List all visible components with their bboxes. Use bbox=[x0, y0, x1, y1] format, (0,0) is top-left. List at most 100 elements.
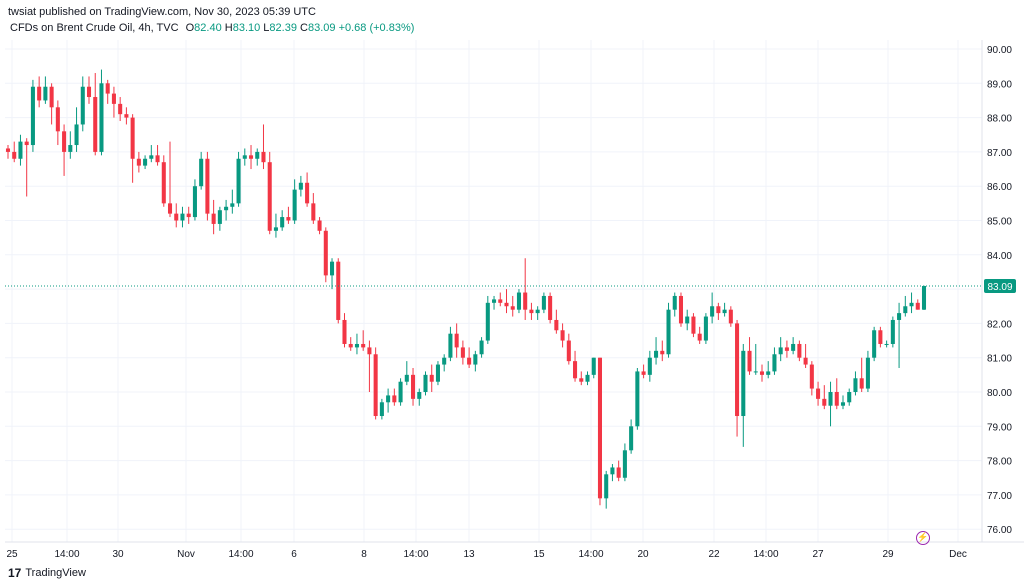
candle-body bbox=[255, 151, 260, 159]
candle-body bbox=[149, 155, 154, 159]
candle-body bbox=[685, 316, 690, 324]
candle-body bbox=[610, 467, 615, 475]
candle-body bbox=[722, 309, 727, 314]
candle-body bbox=[155, 155, 160, 163]
candle-body bbox=[803, 357, 808, 365]
candle-body bbox=[604, 474, 609, 499]
candle-body bbox=[192, 186, 197, 218]
candle-body bbox=[847, 392, 852, 403]
candle-body bbox=[560, 330, 565, 341]
x-tick-label: Dec bbox=[949, 549, 967, 560]
candle-body bbox=[840, 402, 846, 406]
candle-body bbox=[822, 398, 827, 406]
symbol-title[interactable]: CFDs on Brent Crude Oil, 4h, TVC bbox=[10, 22, 179, 34]
candle-body bbox=[43, 86, 48, 101]
candle-body bbox=[68, 145, 73, 152]
candle-body bbox=[49, 86, 54, 108]
candle-body bbox=[317, 220, 322, 231]
candle-body bbox=[616, 467, 621, 478]
x-tick-label: 13 bbox=[463, 549, 475, 560]
candle-body bbox=[323, 230, 328, 276]
candle-body bbox=[485, 302, 490, 341]
y-tick-label: 88.00 bbox=[987, 114, 1012, 125]
candle-body bbox=[367, 347, 372, 355]
open-value: 82.40 bbox=[194, 22, 222, 34]
close-value: 83.09 bbox=[307, 22, 336, 34]
candle-body bbox=[143, 158, 148, 166]
candle-body bbox=[878, 330, 883, 344]
candle-body bbox=[354, 343, 359, 348]
candle-body bbox=[635, 371, 640, 427]
candle-body bbox=[180, 213, 185, 221]
x-tick-label: 14:00 bbox=[753, 549, 778, 560]
candle-body bbox=[890, 319, 895, 344]
candle-body bbox=[373, 354, 378, 417]
candle-body bbox=[448, 333, 453, 358]
candle-body bbox=[622, 450, 627, 478]
candle-body bbox=[784, 347, 789, 351]
candle-body bbox=[224, 206, 229, 211]
candle-body bbox=[292, 189, 297, 221]
candle-body bbox=[529, 309, 534, 314]
candle-body bbox=[379, 402, 384, 417]
candle-body bbox=[654, 350, 659, 358]
y-tick-label: 90.00 bbox=[987, 45, 1012, 56]
candle-body bbox=[816, 388, 821, 399]
candle-body bbox=[516, 292, 521, 310]
y-tick-label: 81.00 bbox=[987, 354, 1012, 365]
candle-body bbox=[585, 374, 590, 382]
candle-body bbox=[161, 162, 166, 204]
candle-body bbox=[37, 86, 42, 101]
publisher-note: twsiat published on TradingView.com, Nov… bbox=[8, 6, 316, 18]
candle-body bbox=[429, 374, 434, 382]
last-price-badge bbox=[984, 279, 1016, 294]
candle-body bbox=[872, 330, 877, 358]
candle-body bbox=[105, 83, 110, 94]
candle-body bbox=[398, 381, 403, 403]
candle-body bbox=[80, 86, 85, 125]
y-tick-label: 84.00 bbox=[987, 251, 1012, 262]
candle-body bbox=[597, 357, 602, 499]
candle-body bbox=[205, 158, 210, 214]
candle-body bbox=[548, 295, 553, 320]
candle-body bbox=[828, 392, 833, 406]
candle-body bbox=[579, 378, 584, 382]
candle-body bbox=[404, 374, 409, 382]
chart-legend: CFDs on Brent Crude Oil, 4h, TVC O82.40 … bbox=[10, 22, 414, 34]
y-tick-label: 89.00 bbox=[987, 79, 1012, 90]
candle-body bbox=[348, 343, 353, 348]
candle-body bbox=[660, 350, 665, 355]
candle-body bbox=[423, 374, 428, 392]
x-tick-label: 14:00 bbox=[578, 549, 603, 560]
candle-body bbox=[728, 309, 733, 324]
candle-body bbox=[865, 357, 870, 389]
y-tick-label: 76.00 bbox=[987, 525, 1012, 536]
candle-body bbox=[853, 378, 858, 392]
candle-body bbox=[629, 426, 634, 451]
candle-body bbox=[697, 333, 702, 341]
candle-body bbox=[118, 103, 123, 115]
candle-body bbox=[710, 306, 715, 317]
candle-body bbox=[111, 93, 116, 104]
y-tick-label: 86.00 bbox=[987, 182, 1012, 193]
x-tick-label: 8 bbox=[361, 549, 367, 560]
candle-body bbox=[541, 295, 546, 310]
x-tick-label: 27 bbox=[812, 549, 824, 560]
lightning-icon[interactable]: ⚡ bbox=[916, 531, 930, 545]
x-tick-label: 14:00 bbox=[228, 549, 253, 560]
candle-body bbox=[778, 347, 783, 355]
candle-body bbox=[591, 357, 596, 375]
candle-body bbox=[641, 371, 646, 375]
candle-body bbox=[510, 306, 515, 310]
x-tick-label: 22 bbox=[708, 549, 720, 560]
candle-body bbox=[666, 309, 671, 355]
low-label: L bbox=[263, 22, 270, 34]
candle-body bbox=[747, 350, 752, 372]
candle-body bbox=[834, 392, 839, 406]
y-tick-label: 82.00 bbox=[987, 319, 1012, 330]
candle-body bbox=[809, 364, 814, 389]
candle-body bbox=[859, 378, 864, 389]
candle-body bbox=[174, 213, 179, 221]
candle-body bbox=[5, 148, 11, 152]
